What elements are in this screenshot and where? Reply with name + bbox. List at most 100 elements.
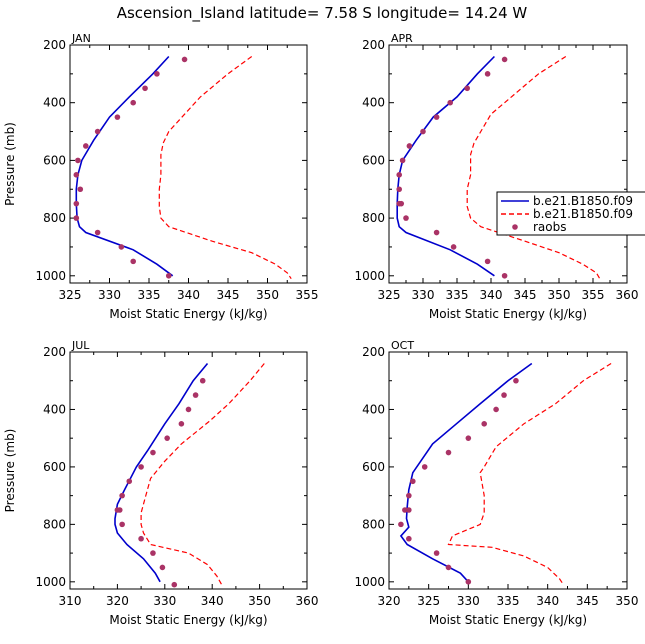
- y-tick-label: 200: [362, 38, 385, 52]
- x-tick-label: 355: [582, 288, 605, 302]
- raobs-point: [403, 215, 409, 221]
- x-tick-label: 350: [256, 288, 279, 302]
- y-tick-label: 1000: [354, 575, 385, 589]
- raobs-point: [164, 435, 170, 441]
- raobs-point: [406, 507, 412, 513]
- y-tick-label: 400: [362, 402, 385, 416]
- panel-label: APR: [391, 32, 413, 45]
- x-tick-label: 335: [446, 288, 469, 302]
- raobs-point: [181, 56, 188, 63]
- raobs-point: [396, 186, 403, 193]
- model-line-solid: [114, 362, 209, 583]
- x-tick-label: 340: [536, 594, 559, 608]
- model-line-solid: [399, 362, 533, 583]
- x-tick-label: 320: [378, 594, 401, 608]
- x-tick-label: 350: [548, 288, 571, 302]
- panel-jul: JUL 310 320 330 340 350 360 200 400 600 800 1000 Moi…: [3, 339, 318, 627]
- raobs-point: [406, 143, 413, 149]
- y-tick-label: 200: [362, 345, 385, 359]
- y-tick-label: 800: [362, 517, 385, 531]
- x-tick-label: 340: [480, 288, 503, 302]
- x-tick-label: 360: [616, 288, 639, 302]
- plot-frame: [388, 44, 628, 284]
- x-tick-label: 310: [59, 594, 82, 608]
- x-tick-label: 330: [412, 288, 435, 302]
- x-tick-label: 340: [201, 594, 224, 608]
- panels-group: JAN 325 330 335 340 345 350 355 200 400 600 800 1000…: [3, 32, 638, 627]
- x-axis-label: Moist Static Energy (kJ/kg): [429, 307, 587, 321]
- raobs-point: [493, 406, 499, 413]
- raobs-point: [484, 258, 491, 265]
- raobs-point: [142, 85, 148, 92]
- legend-label: raobs: [533, 220, 567, 234]
- x-axis-label: Moist Static Energy (kJ/kg): [109, 613, 267, 627]
- y-tick-label: 400: [362, 96, 385, 110]
- model-line-dashed: [140, 363, 265, 585]
- y-tick-label: 400: [43, 96, 66, 110]
- raobs-point: [465, 435, 472, 441]
- raobs-point: [114, 507, 121, 513]
- x-tick-label: 330: [153, 594, 176, 608]
- raobs-point: [484, 71, 491, 77]
- raobs-point: [94, 229, 101, 236]
- y-axis-label: Pressure (mb): [3, 429, 17, 513]
- raobs-point: [501, 392, 507, 398]
- raobs-point: [75, 157, 81, 164]
- legend-marker: [512, 224, 518, 230]
- raobs-point: [192, 392, 199, 398]
- raobs-point: [138, 535, 144, 542]
- x-tick-label: 340: [177, 288, 200, 302]
- x-tick-label: 330: [98, 288, 121, 302]
- raobs-point: [501, 272, 508, 279]
- y-tick-label: 800: [362, 211, 385, 225]
- raobs-point: [185, 406, 192, 413]
- panel-label: JUL: [71, 339, 90, 352]
- x-tick-label: 355: [296, 288, 319, 302]
- y-tick-label: 400: [43, 402, 66, 416]
- model-line-dashed: [447, 362, 612, 586]
- raobs-point: [94, 128, 101, 135]
- raobs-point: [77, 186, 84, 193]
- model-line-solid: [396, 55, 495, 277]
- y-tick-label: 800: [43, 517, 66, 531]
- x-tick-label: 335: [497, 594, 520, 608]
- raobs-point: [199, 377, 206, 384]
- panel-oct: OCT 320 325 330 335 340 345 350 200 400 600 800 1000…: [354, 339, 638, 627]
- x-tick-label: 345: [514, 288, 537, 302]
- raobs-point: [450, 244, 457, 250]
- x-axis-label: Moist Static Energy (kJ/kg): [109, 307, 267, 321]
- raobs-point: [396, 172, 403, 178]
- raobs-point: [402, 507, 408, 513]
- raobs-point: [421, 464, 428, 470]
- x-tick-label: 335: [138, 288, 161, 302]
- y-tick-label: 600: [362, 153, 385, 167]
- x-tick-label: 325: [59, 288, 82, 302]
- panel-apr: APR 325 330 335 340 345 350 355 360 200 400 600 800 1…: [354, 32, 638, 321]
- x-tick-label: 325: [417, 594, 440, 608]
- raobs-point: [171, 581, 178, 588]
- y-tick-label: 600: [43, 460, 66, 474]
- raobs-point: [447, 99, 454, 106]
- raobs-point: [433, 550, 440, 556]
- raobs-point: [481, 421, 488, 427]
- x-tick-label: 345: [217, 288, 240, 302]
- legend-label: b.e21.B1850.f09: [533, 194, 633, 208]
- raobs-point: [130, 258, 136, 265]
- x-tick-label: 360: [296, 594, 319, 608]
- raobs-point: [433, 229, 440, 236]
- raobs-point: [445, 564, 452, 571]
- raobs-point: [130, 99, 136, 106]
- y-tick-label: 200: [43, 345, 66, 359]
- raobs-point: [420, 128, 426, 135]
- raobs-point: [465, 579, 472, 585]
- raobs-point: [178, 421, 185, 427]
- x-tick-label: 345: [576, 594, 599, 608]
- panel-jan: JAN 325 330 335 340 345 350 355 200 400 600 800 1000…: [3, 32, 318, 321]
- model-line-dashed: [158, 56, 292, 280]
- raobs-point: [150, 449, 156, 456]
- y-tick-label: 1000: [35, 575, 66, 589]
- raobs-point: [501, 56, 508, 63]
- raobs-point: [398, 200, 405, 207]
- y-axis-label: Pressure (mb): [3, 122, 17, 206]
